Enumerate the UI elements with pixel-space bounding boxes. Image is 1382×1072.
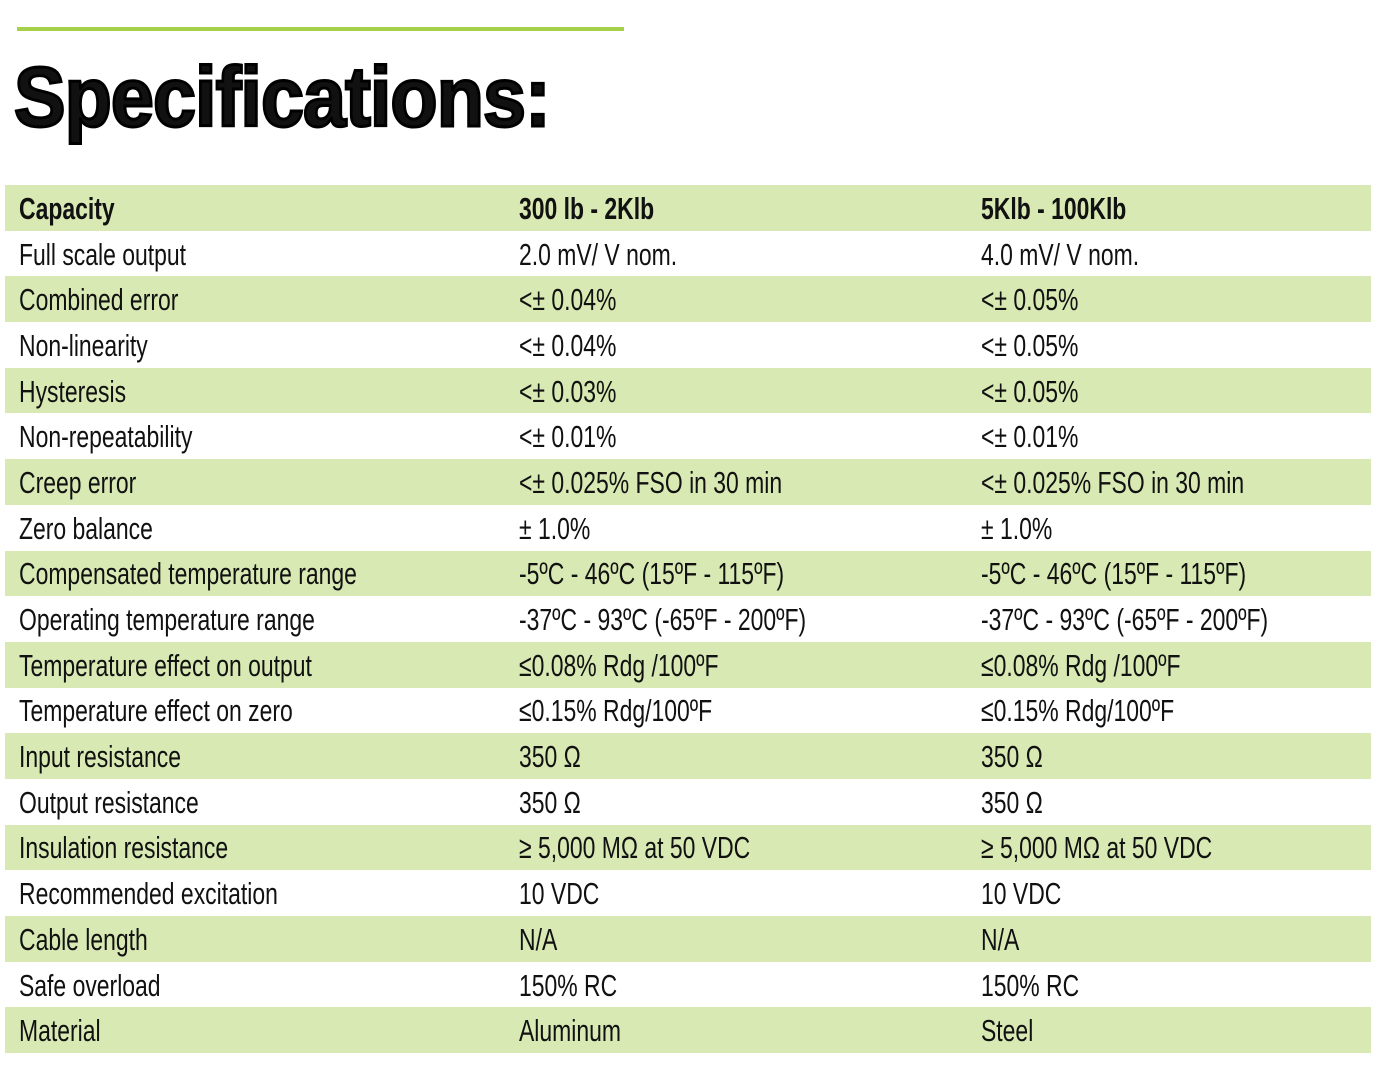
spec-value: ≤0.08% Rdg /100ºF (519, 647, 719, 683)
table-row: Hysteresis <± 0.03% <± 0.05% (5, 367, 1371, 414)
spec-label: Non-linearity (19, 327, 148, 363)
spec-label: Non-repeatability (19, 419, 193, 455)
spec-value: <± 0.01% (519, 419, 617, 455)
spec-label: Insulation resistance (19, 830, 229, 866)
spec-value: <± 0.04% (519, 282, 617, 318)
spec-label: Temperature effect on zero (19, 693, 293, 729)
spec-label: Temperature effect on output (19, 647, 312, 683)
spec-label: Safe overload (19, 967, 161, 1003)
accent-rule (17, 27, 624, 31)
spec-value: <± 0.04% (519, 327, 617, 363)
spec-label: Full scale output (19, 236, 187, 272)
spec-value: <± 0.025% FSO in 30 min (981, 464, 1245, 500)
spec-label: Hysteresis (19, 373, 127, 409)
spec-value: ≤0.08% Rdg /100ºF (981, 647, 1181, 683)
table-row: Safe overload 150% RC 150% RC (5, 962, 1371, 1008)
page-title: Specifications: (13, 50, 553, 144)
spec-value: -37ºC - 93ºC (-65ºF - 200ºF) (519, 602, 807, 638)
spec-value: <± 0.01% (981, 419, 1079, 455)
spec-value: 350 Ω (519, 784, 581, 820)
spec-value: -5ºC - 46ºC (15ºF - 115ºF) (519, 556, 785, 592)
spec-value: ≤0.15% Rdg/100ºF (519, 693, 713, 729)
spec-value: <± 0.05% (981, 282, 1079, 318)
spec-value: 350 Ω (519, 739, 581, 775)
spec-label: Material (19, 1013, 101, 1049)
table-row: Compensated temperature range -5ºC - 46ºC… (5, 550, 1371, 597)
table-row: Zero balance ± 1.0% ± 1.0% (5, 505, 1371, 551)
table-header-row: Capacity 300 lb - 2Klb 5Klb - 100Klb (5, 185, 1371, 231)
table-row: Insulation resistance ≥ 5,000 MΩ at 50 VD… (5, 824, 1371, 871)
table-row: Material Aluminum Steel (5, 1007, 1371, 1054)
spec-value: <± 0.05% (981, 327, 1079, 363)
header-cell: 5Klb - 100Klb (981, 190, 1127, 226)
header-cell: Capacity (19, 190, 115, 226)
spec-label: Output resistance (19, 784, 199, 820)
spec-label: Zero balance (19, 510, 153, 546)
spec-value: -5ºC - 46ºC (15ºF - 115ºF) (981, 556, 1247, 592)
spec-value: 10 VDC (981, 876, 1062, 912)
spec-value: ± 1.0% (981, 510, 1053, 546)
spec-value: 350 Ω (981, 739, 1043, 775)
table-row: Output resistance 350 Ω 350 Ω (5, 779, 1371, 825)
spec-label: Creep error (19, 464, 137, 500)
spec-value: <± 0.025% FSO in 30 min (519, 464, 783, 500)
table-row: Non-linearity <± 0.04% <± 0.05% (5, 322, 1371, 368)
spec-value: ≥ 5,000 MΩ at 50 VDC (519, 830, 751, 866)
spec-value: Aluminum (519, 1013, 621, 1049)
table-row: Creep error <± 0.025% FSO in 30 min <± 0.0… (5, 459, 1371, 505)
spec-value: <± 0.03% (519, 373, 617, 409)
spec-label: Combined error (19, 282, 179, 318)
spec-value: ≤0.15% Rdg/100ºF (981, 693, 1175, 729)
spec-value: 150% RC (519, 967, 618, 1003)
spec-label: Recommended excitation (19, 876, 278, 912)
table-row: Recommended excitation 10 VDC 10 VDC (5, 870, 1371, 916)
header-cell: 300 lb - 2Klb (519, 190, 655, 226)
spec-value: N/A (981, 921, 1020, 957)
table-row: Input resistance 350 Ω 350 Ω (5, 733, 1371, 779)
spec-value: 350 Ω (981, 784, 1043, 820)
spec-value: N/A (519, 921, 558, 957)
spec-label: Compensated temperature range (19, 556, 357, 592)
table-row: Full scale output 2.0 mV/ V nom. 4.0 mV/ V… (5, 231, 1371, 277)
table-row: Operating temperature range -37ºC - 93ºC … (5, 596, 1371, 642)
specifications-table: Capacity 300 lb - 2Klb 5Klb - 100Klb Ful… (5, 185, 1371, 1054)
table-row: Temperature effect on output ≤0.08% Rdg /… (5, 641, 1371, 688)
spec-value: 2.0 mV/ V nom. (519, 236, 678, 272)
table-row: Cable length N/A N/A (5, 916, 1371, 962)
spec-value: ± 1.0% (519, 510, 591, 546)
table-row: Temperature effect on zero ≤0.15% Rdg/100… (5, 688, 1371, 734)
spec-value: <± 0.05% (981, 373, 1079, 409)
spec-value: Steel (981, 1013, 1034, 1049)
spec-label: Operating temperature range (19, 602, 315, 638)
spec-label: Input resistance (19, 739, 181, 775)
table-row: Non-repeatability <± 0.01% <± 0.01% (5, 413, 1371, 459)
spec-value: 10 VDC (519, 876, 600, 912)
spec-value: 150% RC (981, 967, 1080, 1003)
spec-label: Cable length (19, 921, 148, 957)
spec-value: ≥ 5,000 MΩ at 50 VDC (981, 830, 1213, 866)
spec-value: 4.0 mV/ V nom. (981, 236, 1140, 272)
table-row: Combined error <± 0.04% <± 0.05% (5, 276, 1371, 323)
spec-value: -37ºC - 93ºC (-65ºF - 200ºF) (981, 602, 1269, 638)
